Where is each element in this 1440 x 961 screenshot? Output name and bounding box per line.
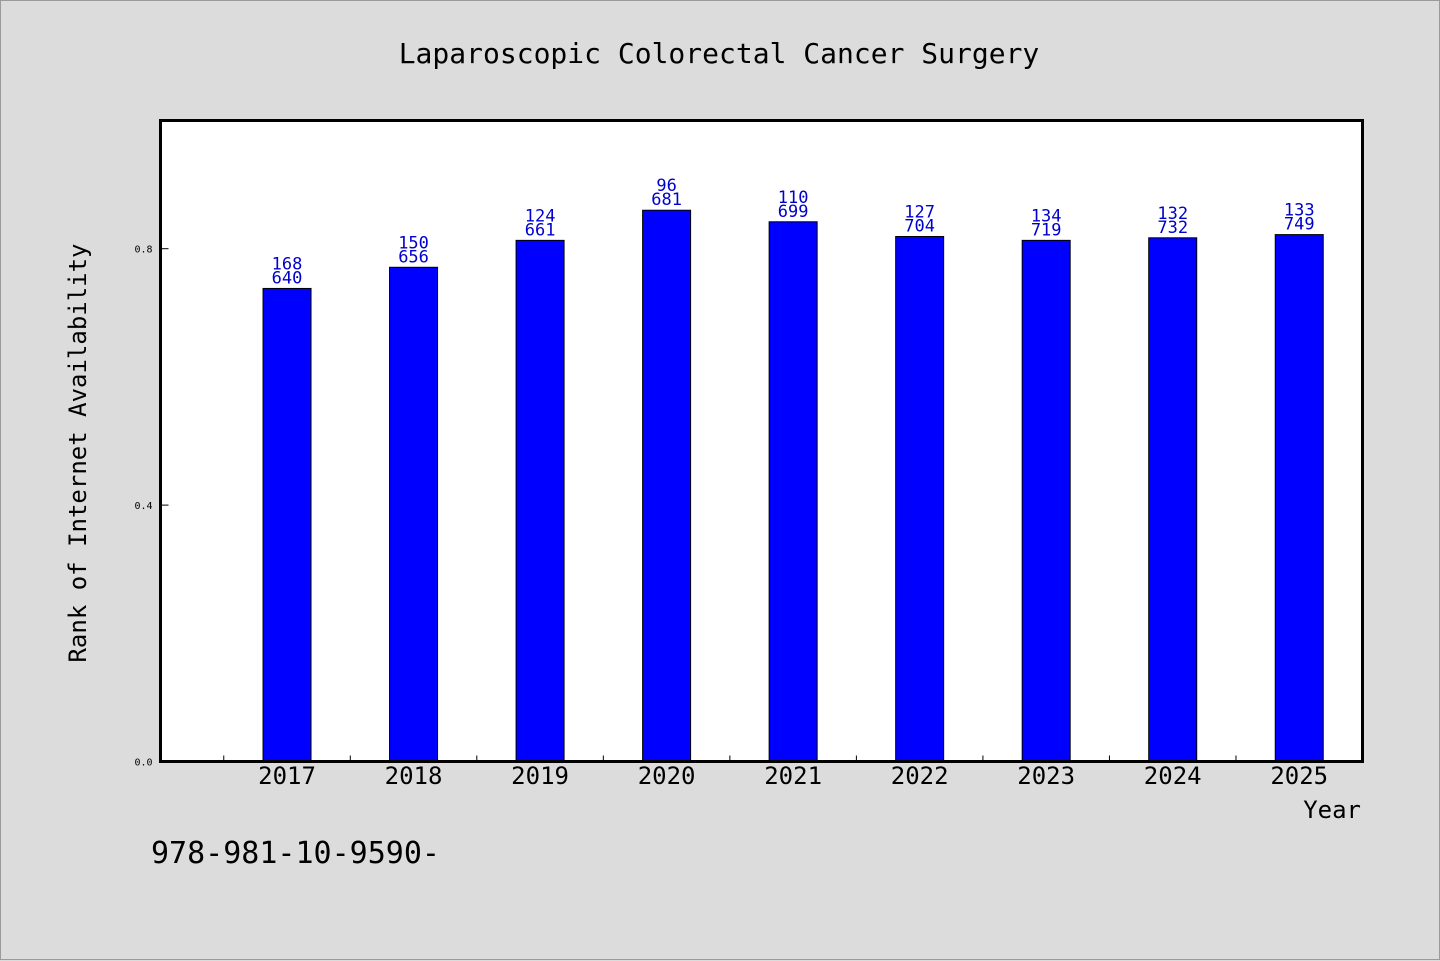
data-label-bottom-2017: 640 [272,268,303,288]
bars-layer [262,209,1324,763]
x-tick-label-2020: 2020 [638,762,696,790]
data-label-top-2018: 150 [398,233,429,253]
data-label-bottom-2022: 704 [904,217,935,237]
bar-2017 [262,287,312,762]
x-tick-label-2023: 2023 [1017,762,1075,790]
x-axis: 2017 2018 2019 2020 2021 2022 2023 2024 2025 [223,755,1328,790]
x-tick-label-2024: 2024 [1144,762,1202,790]
x-tick-label-2025: 2025 [1270,762,1328,790]
data-label-bottom-2019: 661 [525,220,556,240]
x-tick-label-2019: 2019 [511,762,569,790]
bar-2023 [1021,239,1071,762]
y-axis-label: Rank of Internet Availability [64,243,92,662]
x-tick-label-2017: 2017 [258,762,316,790]
footer-isbn-text: 978-981-10-9590- [151,836,440,871]
bar-2018 [389,266,439,762]
data-label-top-2017: 168 [272,254,303,274]
x-tick-label-2021: 2021 [764,762,822,790]
y-tick-label-0.4: 0.4 [134,501,152,512]
x-tick-label-2018: 2018 [385,762,443,790]
data-label-bottom-2023: 719 [1031,220,1062,240]
data-label-top-2019: 124 [525,206,556,226]
x-tick-label-2022: 2022 [891,762,949,790]
plot-border [159,119,1364,763]
data-label-top-2022: 127 [904,203,935,223]
x-axis-label: Year [1303,796,1361,824]
data-label-top-2024: 132 [1157,204,1188,224]
bar-2021 [768,221,818,762]
bar-2025 [1274,234,1324,762]
data-label-top-2023: 134 [1031,206,1062,226]
data-label-bottom-2024: 732 [1157,218,1188,238]
bar-2022 [895,236,945,762]
data-label-bottom-2025: 749 [1284,215,1315,235]
data-label-bottom-2018: 656 [398,247,429,267]
y-tick-label-0.8: 0.8 [134,245,152,256]
bar-2024 [1148,237,1198,763]
data-label-top-2020: 96 [656,176,676,196]
bar-2019 [515,239,565,762]
chart-title: Laparoscopic Colorectal Cancer Surgery [399,37,1040,70]
data-label-bottom-2021: 699 [778,202,809,222]
data-label-top-2025: 133 [1284,201,1315,221]
y-tick-label-0.0: 0.0 [134,758,152,769]
data-label-bottom-2020: 681 [651,190,682,210]
data-label-top-2021: 110 [778,188,809,208]
bar-2020 [642,209,692,763]
